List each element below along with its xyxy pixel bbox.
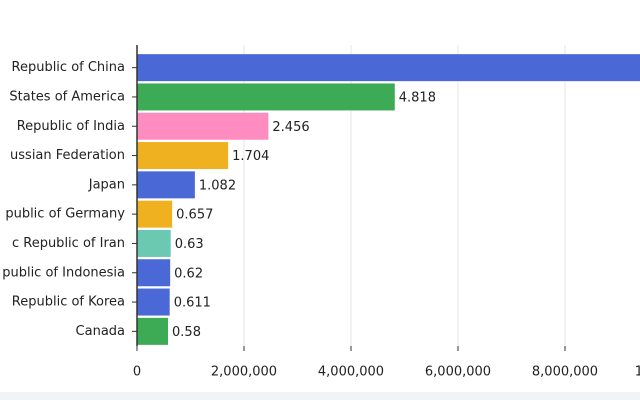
- y-tick-label: c Republic of Iran: [12, 236, 125, 251]
- y-tick-label: Canada: [76, 324, 125, 339]
- value-label: 0.63: [175, 237, 204, 252]
- value-label: 1.704: [232, 149, 269, 164]
- value-label: 0.58: [172, 325, 201, 340]
- bar: [137, 229, 171, 257]
- bar: [137, 200, 173, 228]
- bar: [137, 288, 170, 316]
- value-label: 1.082: [199, 178, 236, 193]
- y-tick-label: public of Germany: [5, 207, 125, 222]
- bar: [137, 112, 269, 140]
- value-label: 0.62: [174, 266, 203, 281]
- x-tick-label: 8,000,000: [532, 365, 598, 380]
- value-label: 4.818: [399, 90, 436, 105]
- y-tick-label: Republic of India: [17, 119, 125, 134]
- x-tick-label: 0: [133, 365, 141, 380]
- y-tick-label: States of America: [9, 89, 125, 104]
- y-tick-label: Republic of Korea: [12, 295, 125, 310]
- y-tick-label: Japan: [88, 177, 125, 192]
- bar: [137, 54, 640, 82]
- y-tick-label: Republic of China: [12, 60, 126, 75]
- bar: [137, 171, 195, 199]
- y-tick-label: ussian Federation: [10, 148, 125, 163]
- y-tick-label: public of Indonesia: [2, 265, 125, 280]
- value-label: 0.611: [174, 296, 211, 311]
- x-tick-label: 4,000,000: [318, 365, 384, 380]
- bar: [137, 83, 395, 111]
- x-tick-label: 6,000,000: [425, 365, 491, 380]
- footer-band: [0, 392, 640, 400]
- value-label: 0.657: [176, 208, 213, 223]
- value-label: 2.456: [272, 120, 309, 135]
- bar: [137, 142, 229, 170]
- x-tick-label: 10,000,000: [635, 365, 640, 380]
- bar: [137, 259, 171, 287]
- x-tick-label: 2,000,000: [211, 365, 277, 380]
- bar: [137, 317, 169, 345]
